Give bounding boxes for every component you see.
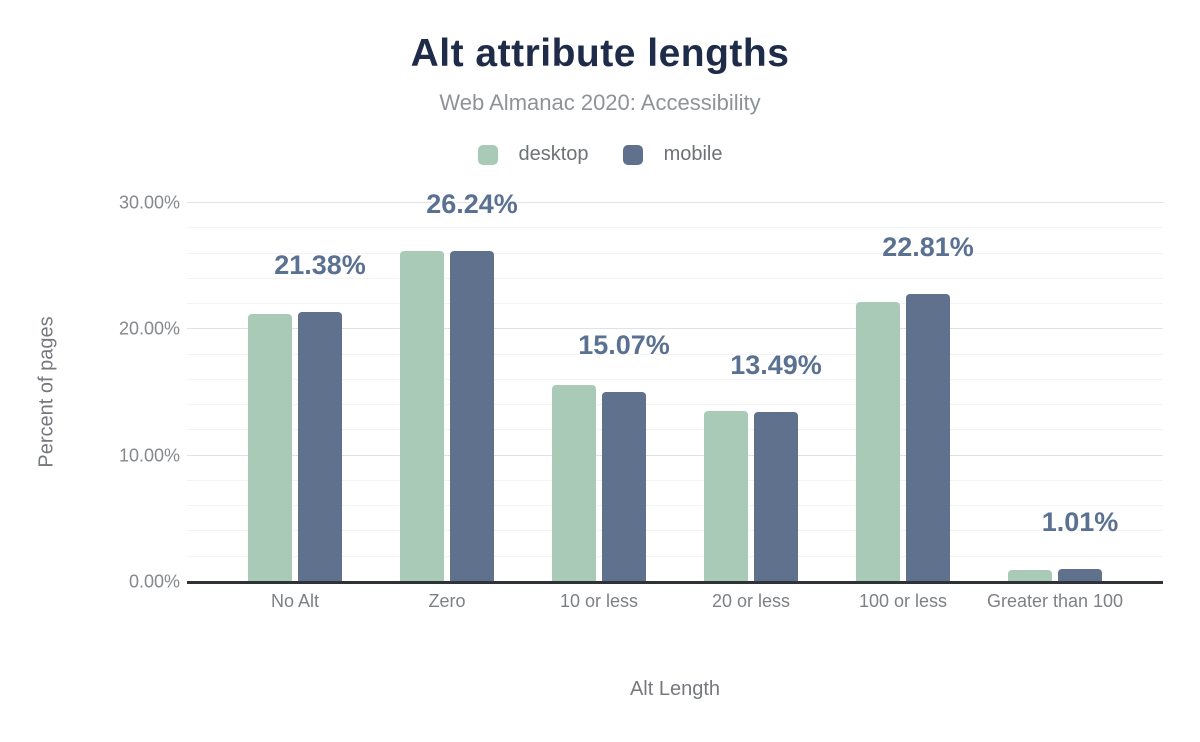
y-tick-label: 20.00% <box>118 318 180 339</box>
x-tick-label-text: 100 or less <box>858 591 948 611</box>
gridline-minor <box>187 303 1163 305</box>
x-tick-label-text: Zero <box>428 591 466 611</box>
x-tick-label-text: 20 or less <box>711 591 791 611</box>
gridline-minor <box>187 277 1163 279</box>
bar-pair <box>371 203 523 582</box>
gridline-minor <box>187 227 1163 229</box>
legend: desktop mobile <box>0 143 1200 166</box>
y-tick-label: 30.00% <box>118 192 180 213</box>
gridline-major <box>187 328 1163 330</box>
x-tick-label: Greater than 100 <box>979 589 1131 613</box>
legend-swatch-desktop <box>477 144 498 165</box>
gridline-minor <box>187 555 1163 557</box>
y-axis-title: Percent of pages <box>35 316 58 468</box>
legend-item-mobile: mobile <box>622 143 723 166</box>
y-tick-label: 10.00% <box>118 445 180 466</box>
bar-pair <box>675 203 827 582</box>
y-tick-label: 0.00% <box>128 571 180 592</box>
legend-item-desktop: desktop <box>477 143 589 166</box>
bar-desktop <box>704 411 748 582</box>
gridline-minor <box>187 353 1163 355</box>
plot-area: 21.38% 26.24% 15.07% 13.49% 22.81% 1.01% <box>187 189 1163 584</box>
bar-pair <box>523 203 675 582</box>
legend-label-desktop: desktop <box>518 143 589 165</box>
bar-group-20-or-less: 13.49% <box>675 203 827 582</box>
bar-group-no-alt: 21.38% <box>219 203 371 582</box>
data-label: 21.38% <box>274 249 366 280</box>
x-axis-baseline <box>187 581 1163 584</box>
x-tick-label-text: 10 or less <box>559 591 639 611</box>
y-axis-tick-labels: 0.00% 10.00% 20.00% 30.00% <box>70 193 180 592</box>
bar-desktop <box>400 251 444 582</box>
bar-columns: 21.38% 26.24% 15.07% 13.49% 22.81% 1.01% <box>219 189 1131 582</box>
x-tick-label-text: No Alt <box>270 591 320 611</box>
data-label: 13.49% <box>730 349 822 380</box>
data-label: 26.24% <box>426 188 518 219</box>
gridline-minor <box>187 530 1163 532</box>
bar-group-greater-than-100: 1.01% <box>979 203 1131 582</box>
data-label: 22.81% <box>882 231 974 262</box>
legend-swatch-mobile <box>622 144 643 165</box>
chart-subtitle: Web Almanac 2020: Accessibility <box>439 90 761 115</box>
x-axis-title: Alt Length <box>629 678 721 700</box>
gridline-minor <box>187 404 1163 406</box>
gridline-major <box>187 202 1163 203</box>
bar-mobile <box>1058 569 1102 582</box>
x-axis-tick-labels: No Alt Zero 10 or less 20 or less 100 or les… <box>219 589 1131 613</box>
x-tick-label: 20 or less <box>675 589 827 613</box>
x-tick-label-text: Greater than 100 <box>986 591 1124 611</box>
legend-label-mobile: mobile <box>663 143 723 165</box>
x-tick-label: Zero <box>371 589 523 613</box>
gridline-minor <box>187 429 1163 431</box>
bar-desktop <box>1008 570 1052 582</box>
bar-pair <box>219 203 371 582</box>
gridline-minor <box>187 505 1163 507</box>
x-tick-label: No Alt <box>219 589 371 613</box>
bar-group-10-or-less: 15.07% <box>523 203 675 582</box>
bar-desktop <box>856 301 900 582</box>
bar-pair <box>827 203 979 582</box>
data-label: 1.01% <box>1041 507 1119 538</box>
x-tick-label: 100 or less <box>827 589 979 613</box>
bar-desktop <box>248 314 292 582</box>
chart-title: Alt attribute lengths <box>410 32 790 75</box>
gridline-minor <box>187 479 1163 481</box>
bar-group-100-or-less: 22.81% <box>827 203 979 582</box>
bar-mobile <box>906 293 950 582</box>
bar-mobile <box>450 250 494 582</box>
bar-group-zero: 26.24% <box>371 189 523 582</box>
gridline-minor <box>187 252 1163 254</box>
bar-mobile <box>298 311 342 582</box>
gridline-major <box>187 454 1163 456</box>
gridline-minor <box>187 378 1163 380</box>
data-label: 15.07% <box>578 329 670 360</box>
bar-pair <box>979 203 1131 582</box>
x-tick-label: 10 or less <box>523 589 675 613</box>
bar-mobile <box>602 391 646 582</box>
bar-desktop <box>552 384 596 582</box>
bar-mobile <box>754 411 798 582</box>
